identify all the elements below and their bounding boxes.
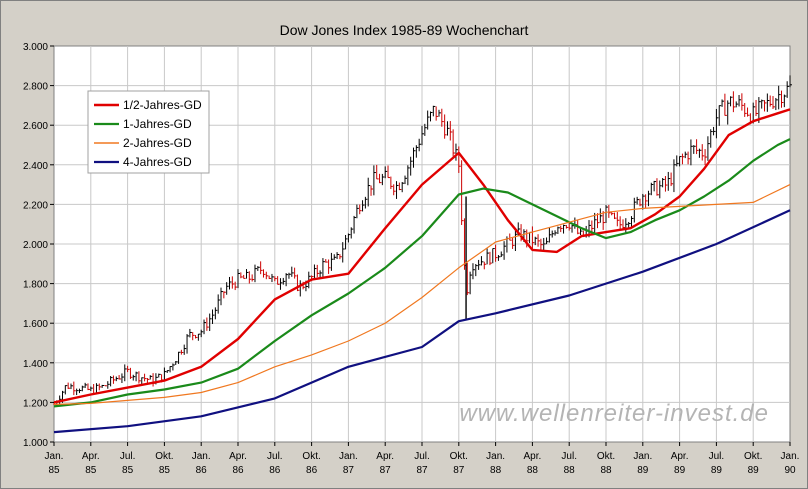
y-tick-label: 2.000 bbox=[23, 240, 48, 251]
x-tick-month: Okt. bbox=[302, 451, 320, 462]
legend-label: 1/2-Jahres-GD bbox=[123, 98, 202, 112]
x-tick-year: 85 bbox=[48, 465, 60, 476]
x-tick-month: Okt. bbox=[744, 451, 762, 462]
x-tick-year: 89 bbox=[637, 465, 649, 476]
x-tick-month: Jan. bbox=[781, 451, 800, 462]
series-line-4 bbox=[53, 209, 791, 434]
x-tick-month: Jan. bbox=[633, 451, 652, 462]
legend-box bbox=[87, 90, 210, 174]
y-tick-label: 1.600 bbox=[23, 319, 48, 330]
x-tick-year: 87 bbox=[453, 465, 465, 476]
x-tick-month: Okt. bbox=[450, 451, 468, 462]
axes: 1.000 1.200 1.400 1.600 1.800 2.000 2.200 2.400… bbox=[23, 42, 799, 476]
series-line-3 bbox=[53, 184, 791, 405]
x-tick-month: Apr. bbox=[671, 451, 689, 462]
watermark-text: www.wellenreiter-invest.de bbox=[459, 400, 769, 427]
legend-label: 4-Jahres-GD bbox=[123, 155, 192, 169]
x-tick-month: Apr. bbox=[376, 451, 394, 462]
x-tick-year: 88 bbox=[527, 465, 539, 476]
x-tick-month: Jul. bbox=[267, 451, 283, 462]
x-tick-year: 85 bbox=[85, 465, 97, 476]
x-tick-month: Apr. bbox=[229, 451, 247, 462]
x-tick-month: Jan. bbox=[45, 451, 64, 462]
x-tick-year: 88 bbox=[490, 465, 502, 476]
x-tick-month: Apr. bbox=[82, 451, 100, 462]
y-tick-label: 1.200 bbox=[23, 398, 48, 409]
x-tick-year: 89 bbox=[748, 465, 760, 476]
x-tick-year: 85 bbox=[159, 465, 171, 476]
x-tick-year: 90 bbox=[784, 465, 796, 476]
x-tick-month: Okt. bbox=[597, 451, 615, 462]
series-line-1 bbox=[53, 108, 791, 404]
y-tick-label: 1.000 bbox=[23, 438, 48, 449]
x-tick-month: Okt. bbox=[155, 451, 173, 462]
x-tick-year: 87 bbox=[380, 465, 392, 476]
x-tick-month: Jan. bbox=[339, 451, 358, 462]
x-tick-month: Jul. bbox=[414, 451, 430, 462]
y-tick-label: 3.000 bbox=[23, 42, 48, 53]
y-tick-label: 2.400 bbox=[23, 161, 48, 172]
x-tick-year: 85 bbox=[122, 465, 134, 476]
x-tick-month: Jul. bbox=[709, 451, 725, 462]
x-tick-month: Apr. bbox=[524, 451, 542, 462]
chart-title: Dow Jones Index 1985-89 Wochenchart bbox=[280, 22, 529, 38]
x-tick-month: Jan. bbox=[486, 451, 505, 462]
y-tick-label: 2.200 bbox=[23, 200, 48, 211]
x-tick-year: 86 bbox=[196, 465, 208, 476]
x-tick-year: 86 bbox=[306, 465, 318, 476]
x-tick-year: 88 bbox=[600, 465, 612, 476]
x-tick-year: 86 bbox=[269, 465, 281, 476]
x-tick-month: Jan. bbox=[192, 451, 211, 462]
y-tick-label: 1.400 bbox=[23, 359, 48, 370]
x-tick-year: 86 bbox=[232, 465, 244, 476]
y-tick-label: 2.800 bbox=[23, 82, 48, 93]
x-tick-year: 87 bbox=[416, 465, 428, 476]
y-tick-label: 2.600 bbox=[23, 121, 48, 132]
legend-label: 2-Jahres-GD bbox=[123, 136, 192, 150]
price-bars bbox=[53, 75, 792, 407]
x-tick-month: Jul. bbox=[120, 451, 136, 462]
x-tick-year: 87 bbox=[343, 465, 355, 476]
legend: 1/2-Jahres-GD 1-Jahres-GD 2-Jahres-GD 4-Jah… bbox=[87, 90, 210, 174]
x-tick-month: Jul. bbox=[561, 451, 577, 462]
legend-label: 1-Jahres-GD bbox=[123, 117, 192, 131]
moving-averages bbox=[53, 108, 791, 434]
x-tick-year: 89 bbox=[674, 465, 686, 476]
x-tick-year: 88 bbox=[564, 465, 576, 476]
x-tick-year: 89 bbox=[711, 465, 723, 476]
series-line-2 bbox=[53, 138, 791, 408]
y-tick-label: 1.800 bbox=[23, 280, 48, 291]
